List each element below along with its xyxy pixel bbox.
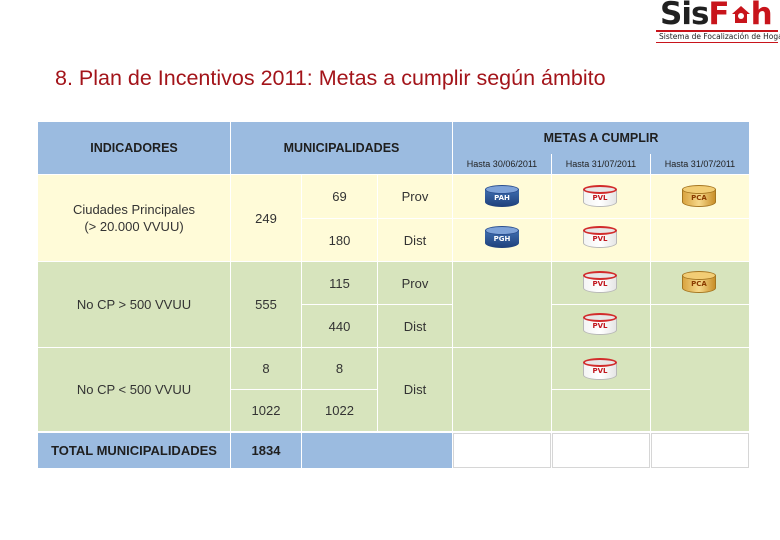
total-meta-2 — [552, 433, 650, 468]
total-value: 1834 — [231, 433, 301, 468]
total-label: TOTAL MUNICIPALIDADES — [38, 433, 230, 468]
ciudades-dist-label: Dist — [378, 219, 452, 261]
metas-table: INDICADORES MUNICIPALIDADES METAS A CUMP… — [38, 122, 749, 468]
pvl-cylinder-icon: PVL — [583, 271, 617, 297]
ciudades-label-line2: (> 20.000 VVUU) — [84, 219, 184, 234]
ciudades-dist-count: 180 — [302, 219, 377, 261]
cp-mayor-meta-1 — [453, 262, 551, 347]
ciudades-label-line1: Ciudades Principales — [72, 202, 196, 217]
total-meta-1 — [453, 433, 551, 468]
header-date-3: Hasta 31/07/2011 — [651, 154, 749, 174]
cp-mayor-total: 555 — [231, 262, 301, 347]
cp-menor-meta-3 — [651, 348, 749, 431]
header-indicadores: INDICADORES — [38, 122, 230, 174]
cp-menor-dist-label: Dist — [378, 348, 452, 431]
header-date-1: Hasta 30/06/2011 — [453, 154, 551, 174]
header-date-2: Hasta 31/07/2011 — [552, 154, 650, 174]
cp-menor-count-b-right: 1022 — [302, 390, 377, 431]
pca-cylinder-icon: PCA — [682, 185, 716, 211]
logo-divider — [656, 30, 778, 32]
cp-menor-meta-1 — [453, 348, 551, 431]
pca-cylinder-icon: PCA — [682, 271, 716, 297]
cp-mayor-prov-count: 115 — [302, 262, 377, 304]
ciudades-total: 249 — [231, 175, 301, 261]
ciudades-dist-meta-3 — [651, 219, 749, 261]
pvl-cylinder-icon: PVL — [583, 226, 617, 252]
header-metas: METAS A CUMPLIR — [453, 122, 749, 154]
total-meta-3 — [651, 433, 749, 468]
logo-subtitle: Sistema de Focalización de Hogares — [659, 32, 780, 41]
cp-menor-count-a-right: 8 — [302, 348, 377, 389]
house-icon — [732, 6, 750, 23]
cp-menor-meta-2b — [552, 390, 650, 431]
ciudades-prov-label: Prov — [378, 175, 452, 218]
pvl-cylinder-icon: PVL — [583, 313, 617, 339]
row-cp-menor-label: No CP < 500 VVUU — [38, 348, 230, 431]
cp-mayor-dist-label: Dist — [378, 305, 452, 347]
ciudades-prov-count: 69 — [302, 175, 377, 218]
cp-menor-count-b-left: 1022 — [231, 390, 301, 431]
pvl-cylinder-icon: PVL — [583, 185, 617, 211]
cp-mayor-prov-label: Prov — [378, 262, 452, 304]
cp-mayor-dist-count: 440 — [302, 305, 377, 347]
cp-menor-count-a-left: 8 — [231, 348, 301, 389]
pvl-cylinder-icon: PVL — [583, 358, 617, 384]
header-municipalidades: MUNICIPALIDADES — [231, 122, 452, 174]
logo-wordmark: SisF h — [660, 0, 773, 32]
total-blank — [302, 433, 452, 468]
cp-mayor-dist-meta-3 — [651, 305, 749, 347]
row-ciudades-label: Ciudades Principales (> 20.000 VVUU) — [38, 175, 230, 261]
row-cp-mayor-label: No CP > 500 VVUU — [38, 262, 230, 347]
pgh-cylinder-icon: PGH — [485, 226, 519, 252]
pah-cylinder-icon: PAH — [485, 185, 519, 211]
logo-underline — [656, 42, 778, 43]
page-title: 8. Plan de Incentivos 2011: Metas a cump… — [55, 66, 606, 90]
